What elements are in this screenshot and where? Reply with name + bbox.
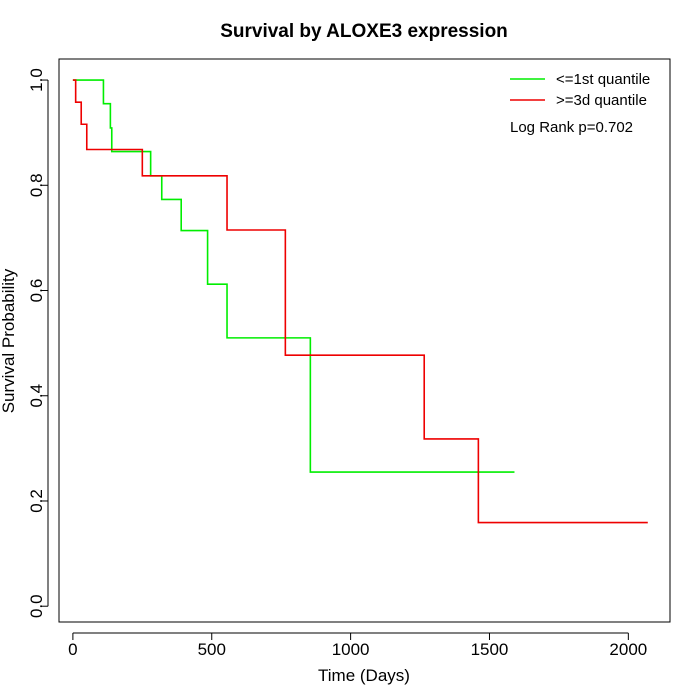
x-axis: 0 500 1000 1500 2000 (68, 632, 647, 659)
log-rank-annotation: Log Rank p=0.702 (510, 119, 633, 136)
legend: <=1st quantile >=3d quantile (510, 71, 650, 109)
x-tick-label: 1500 (471, 640, 509, 659)
y-axis-label: Survival Probability (0, 268, 18, 413)
x-tick-label: 0 (68, 640, 77, 659)
series-line-0 (72, 79, 515, 473)
x-axis-label: Time (Days) (318, 666, 410, 685)
x-tick-label: 1000 (332, 640, 370, 659)
chart-title: Survival by ALOXE3 expression (220, 21, 508, 42)
y-tick-label: 1.0 (27, 68, 46, 92)
y-tick-label: 0.0 (27, 594, 46, 618)
x-tick-label: 500 (198, 640, 226, 659)
y-axis: 0.0 0.2 0.4 0.6 0.8 1.0 (27, 68, 49, 618)
legend-label-1: >=3d quantile (556, 92, 647, 109)
y-tick-label: 0.8 (27, 173, 46, 197)
legend-label-0: <=1st quantile (556, 71, 650, 88)
y-tick-label: 0.6 (27, 279, 46, 303)
series-line-1 (72, 79, 648, 524)
y-tick-label: 0.2 (27, 489, 46, 513)
plot-frame (58, 58, 671, 623)
series-layer (72, 79, 648, 524)
x-tick-label: 2000 (609, 640, 647, 659)
y-tick-label: 0.4 (27, 384, 46, 408)
